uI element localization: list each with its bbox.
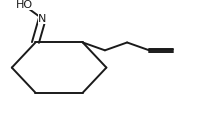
Text: HO: HO	[16, 0, 33, 9]
Text: N: N	[38, 14, 46, 24]
